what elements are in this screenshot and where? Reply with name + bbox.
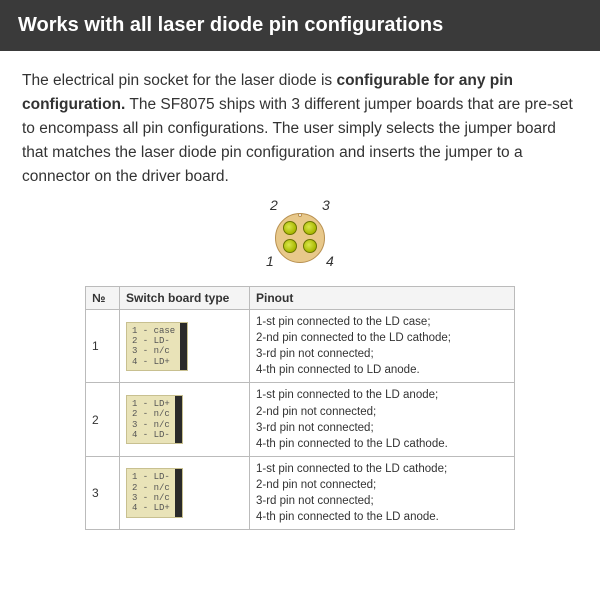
pin-label-3: 3 [322, 197, 330, 213]
pin-4 [303, 239, 317, 253]
table-row: 2 1 - LD+ 2 - n/c 3 - n/c 4 - LD- 1-st p… [86, 383, 515, 456]
pinout-table: № Switch board type Pinout 1 1 - case 2 … [85, 286, 515, 530]
pinout-line: 3-rd pin not connected; [256, 420, 508, 436]
board-lines: 1 - LD- 2 - n/c 3 - n/c 4 - LD+ [127, 469, 175, 516]
pin-2 [283, 221, 297, 235]
table-header-row: № Switch board type Pinout [86, 287, 515, 310]
pinout-line: 4-th pin connected to the LD cathode. [256, 436, 508, 452]
description-paragraph: The electrical pin socket for the laser … [0, 51, 600, 199]
row-board: 1 - LD- 2 - n/c 3 - n/c 4 - LD+ [120, 456, 250, 529]
col-pinout: Pinout [250, 287, 515, 310]
pinout-line: 2-nd pin not connected; [256, 404, 508, 420]
pinout-line: 4-th pin connected to the LD anode. [256, 509, 508, 525]
row-board: 1 - case 2 - LD- 3 - n/c 4 - LD+ [120, 310, 250, 383]
jumper-board-icon: 1 - case 2 - LD- 3 - n/c 4 - LD+ [126, 322, 188, 371]
pinout-line: 1-st pin connected to the LD case; [256, 314, 508, 330]
row-no: 3 [86, 456, 120, 529]
jumper-board-icon: 1 - LD+ 2 - n/c 3 - n/c 4 - LD- [126, 395, 183, 444]
pinout-line: 1-st pin connected to the LD anode; [256, 387, 508, 403]
row-pinout: 1-st pin connected to the LD anode; 2-nd… [250, 383, 515, 456]
socket-circle [275, 213, 325, 263]
table-row: 3 1 - LD- 2 - n/c 3 - n/c 4 - LD+ 1-st p… [86, 456, 515, 529]
pin-label-2: 2 [270, 197, 278, 213]
board-lines: 1 - case 2 - LD- 3 - n/c 4 - LD+ [127, 323, 180, 370]
board-edge [175, 396, 182, 443]
row-no: 1 [86, 310, 120, 383]
jumper-board-icon: 1 - LD- 2 - n/c 3 - n/c 4 - LD+ [126, 468, 183, 517]
pinout-line: 3-rd pin not connected; [256, 493, 508, 509]
board-lines: 1 - LD+ 2 - n/c 3 - n/c 4 - LD- [127, 396, 175, 443]
board-edge [180, 323, 187, 370]
pinout-line: 2-nd pin not connected; [256, 477, 508, 493]
board-edge [175, 469, 182, 516]
table-row: 1 1 - case 2 - LD- 3 - n/c 4 - LD+ 1-st … [86, 310, 515, 383]
row-no: 2 [86, 383, 120, 456]
section-header: Works with all laser diode pin configura… [0, 0, 600, 51]
pinout-line: 2-nd pin connected to the LD cathode; [256, 330, 508, 346]
col-type: Switch board type [120, 287, 250, 310]
pin-label-4: 4 [326, 253, 334, 269]
row-pinout: 1-st pin connected to the LD cathode; 2-… [250, 456, 515, 529]
pinout-line: 4-th pin connected to LD anode. [256, 362, 508, 378]
row-pinout: 1-st pin connected to the LD case; 2-nd … [250, 310, 515, 383]
paragraph-pre: The electrical pin socket for the laser … [22, 72, 336, 89]
pin-1 [283, 239, 297, 253]
pinout-line: 3-rd pin not connected; [256, 346, 508, 362]
pinout-line: 1-st pin connected to the LD cathode; [256, 461, 508, 477]
pin-3 [303, 221, 317, 235]
pin-label-1: 1 [266, 253, 274, 269]
col-no: № [86, 287, 120, 310]
row-board: 1 - LD+ 2 - n/c 3 - n/c 4 - LD- [120, 383, 250, 456]
pin-diagram: 1 2 3 4 [0, 203, 600, 278]
header-title: Works with all laser diode pin configura… [18, 14, 443, 36]
